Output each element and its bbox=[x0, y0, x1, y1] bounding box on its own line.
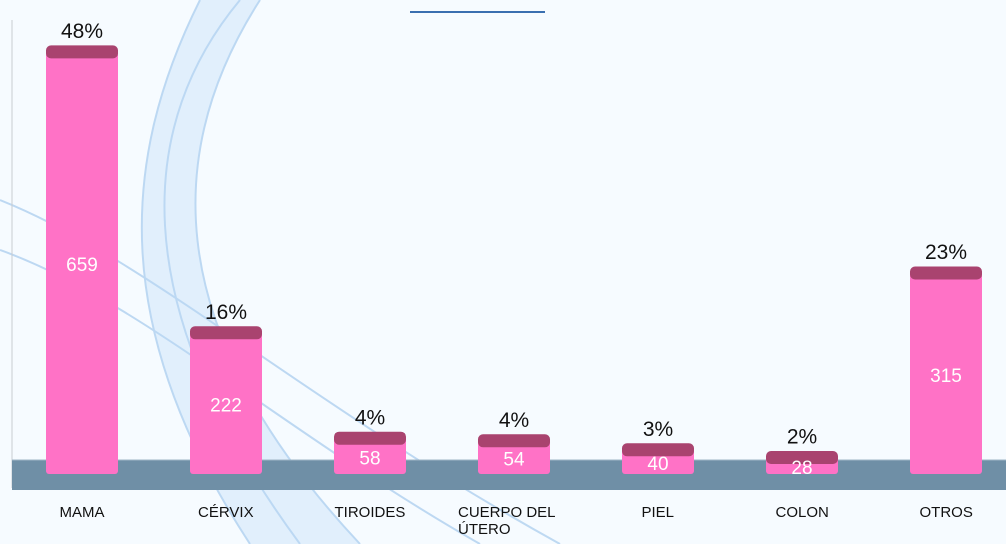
x-tick-label: CÉRVIX bbox=[198, 504, 254, 521]
value-label: 315 bbox=[930, 366, 962, 387]
bar-cap bbox=[334, 431, 406, 445]
bar-cap bbox=[478, 434, 550, 448]
bars: 659 48% 222 16% 58 4% 54 4% 40 3% 28 2% 315 23% bbox=[46, 20, 982, 479]
bar bbox=[334, 436, 406, 474]
bar-cap bbox=[622, 443, 694, 457]
x-tick-label: COLON bbox=[775, 504, 829, 521]
bar-cap bbox=[190, 326, 262, 340]
bar-cap bbox=[766, 451, 838, 464]
value-label: 40 bbox=[647, 454, 668, 475]
x-tick-label: OTROS bbox=[919, 504, 973, 521]
x-tick-label: TIROIDES bbox=[334, 504, 406, 521]
percent-label: 48% bbox=[61, 20, 103, 43]
value-label: 58 bbox=[359, 448, 380, 469]
x-tick-label: CUERPO DEL ÚTERO bbox=[458, 504, 555, 538]
percent-label: 3% bbox=[643, 418, 673, 441]
percent-label: 2% bbox=[787, 426, 817, 449]
value-label: 222 bbox=[210, 396, 242, 417]
percent-label: 4% bbox=[355, 406, 385, 429]
x-tick-label: MAMA bbox=[59, 504, 105, 521]
bar bbox=[478, 439, 550, 474]
bar bbox=[190, 331, 262, 474]
bar-cap bbox=[910, 266, 982, 280]
x-tick-label: PIEL bbox=[641, 504, 675, 521]
value-label: 659 bbox=[66, 255, 98, 276]
value-label: 54 bbox=[503, 450, 525, 471]
percent-label: 16% bbox=[205, 301, 247, 324]
percent-label: 23% bbox=[925, 241, 967, 264]
bar bbox=[46, 50, 118, 474]
value-label: 28 bbox=[791, 458, 812, 479]
percent-label: 4% bbox=[499, 409, 529, 432]
bar bbox=[910, 271, 982, 474]
bar-cap bbox=[46, 45, 118, 59]
